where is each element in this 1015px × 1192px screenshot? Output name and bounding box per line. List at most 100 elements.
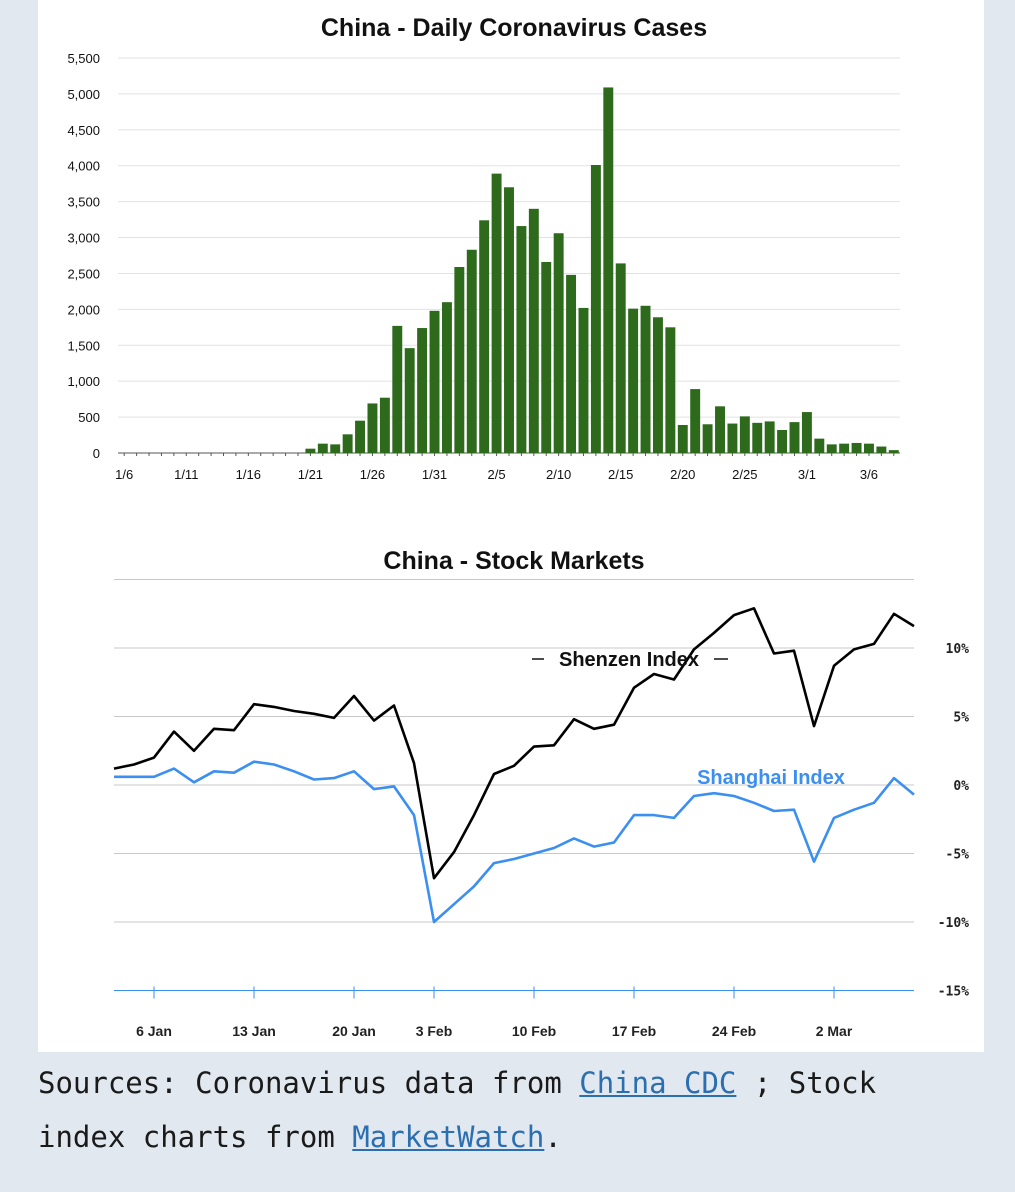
cases-bar	[789, 422, 800, 453]
cases-y-tick-label: 0	[93, 446, 100, 461]
cases-bar	[541, 261, 552, 453]
cases-bar	[553, 233, 564, 453]
cases-bar	[826, 444, 837, 453]
cases-y-tick-label: 3,500	[67, 195, 100, 210]
cases-bar	[417, 328, 428, 453]
cases-bar	[404, 348, 415, 453]
cases-y-tick-label: 1,000	[67, 374, 100, 389]
cases-x-tick-label: 3/6	[860, 467, 878, 482]
cases-y-tick-label: 2,000	[67, 302, 100, 317]
cases-bar-chart: China - Daily Coronavirus Cases 5,500 5,0…	[67, 14, 900, 482]
cases-bar	[652, 317, 663, 453]
cases-x-tick-label: 1/21	[298, 467, 323, 482]
cases-x-tick-label: 1/26	[360, 467, 385, 482]
cases-bar	[317, 443, 328, 453]
stock-x-tick-label: 13 Jan	[232, 1023, 276, 1039]
cases-bar	[764, 421, 775, 453]
marketwatch-link[interactable]: MarketWatch	[352, 1120, 545, 1154]
cases-bar	[379, 397, 390, 453]
stock-x-tick-label: 17 Feb	[612, 1023, 656, 1039]
caption-suffix: .	[544, 1120, 562, 1154]
shenzhen-index-label: Shenzen Index	[559, 649, 699, 671]
stock-y-tick-label: 0%	[953, 779, 969, 794]
cases-bar	[801, 412, 812, 453]
stock-y-tick-label: 10%	[946, 642, 970, 657]
cases-x-tick-label: 2/20	[670, 467, 695, 482]
stock-y-tick-label: 5%	[953, 711, 969, 726]
figure-panel: China - Daily Coronavirus Cases 5,500 5,0…	[38, 0, 984, 1052]
cases-bar	[615, 263, 626, 453]
cases-bar	[305, 448, 316, 453]
cases-bar	[752, 422, 763, 453]
cases-bar	[814, 438, 825, 453]
cases-y-tick-label: 4,500	[67, 123, 100, 138]
cases-bar	[516, 226, 527, 453]
cases-y-tick-label: 3,000	[67, 231, 100, 246]
caption-middle: ; Stock index charts from	[38, 1066, 877, 1154]
caption-prefix: Sources: Coronavirus data from	[38, 1066, 580, 1100]
cases-bar	[727, 423, 738, 453]
cases-bar	[888, 450, 899, 453]
cases-chart-title: China - Daily Coronavirus Cases	[321, 14, 707, 42]
cases-bar	[454, 266, 465, 453]
cases-y-tick-label: 2,500	[67, 266, 100, 281]
cases-bar	[578, 307, 589, 453]
cases-bar	[690, 389, 701, 453]
cases-bar	[342, 434, 353, 453]
stock-y-tick-label: -10%	[938, 916, 969, 931]
cases-bar	[777, 430, 788, 453]
cases-bar	[851, 442, 862, 453]
cases-bar	[603, 87, 614, 453]
stock-x-tick-label: 24 Feb	[712, 1023, 756, 1039]
cases-x-tick-label: 1/6	[115, 467, 133, 482]
cases-bar	[864, 443, 874, 453]
cases-bar	[715, 406, 725, 453]
stock-x-tick-label: 6 Jan	[136, 1023, 172, 1039]
shenzhen-index-line	[113, 606, 915, 880]
cases-bar	[466, 249, 477, 453]
cases-y-tick-label: 5,500	[67, 51, 100, 66]
stock-x-tick-label: 20 Jan	[332, 1023, 376, 1039]
cases-bar	[739, 416, 750, 453]
cases-x-tick-label: 2/15	[608, 467, 633, 482]
stock-y-tick-label: -15%	[938, 985, 969, 1000]
cases-bar	[355, 420, 366, 453]
stock-y-tick-label: -5%	[946, 848, 970, 863]
cases-bar	[330, 444, 341, 453]
cases-x-tick-label: 1/31	[422, 467, 447, 482]
cases-bar	[628, 308, 639, 453]
cases-bar	[528, 208, 539, 453]
shanghai-index-line	[114, 760, 915, 924]
cases-x-tick-label: 3/1	[798, 467, 816, 482]
cases-y-tick-label: 1,500	[67, 338, 100, 353]
cases-y-tick-label: 5,000	[67, 87, 100, 102]
cases-x-tick-label: 2/5	[488, 467, 506, 482]
stock-x-tick-label: 2 Mar	[816, 1023, 853, 1039]
cases-bar	[665, 327, 676, 453]
cases-bar	[566, 274, 577, 453]
cases-x-tick-label: 2/10	[546, 467, 571, 482]
cases-bar	[429, 310, 440, 453]
cases-bar	[839, 443, 850, 453]
cases-bar	[876, 446, 887, 453]
cases-bar	[590, 165, 601, 453]
cases-bar	[367, 403, 378, 453]
stock-line-chart: China - Stock Markets 10% 5% 0% -5% -10% -15%…	[113, 547, 970, 1039]
cases-bar	[479, 220, 490, 453]
stock-x-tick-label: 3 Feb	[416, 1023, 453, 1039]
cases-x-tick-label: 2/25	[732, 467, 757, 482]
cases-bar	[702, 424, 713, 453]
cases-x-tick-label: 1/11	[174, 467, 198, 482]
cases-x-tick-label: 1/16	[236, 467, 261, 482]
cases-bar	[504, 187, 514, 454]
cases-bar	[640, 305, 651, 453]
china-cdc-link[interactable]: China CDC	[579, 1066, 737, 1100]
cases-bar	[441, 302, 452, 453]
stock-chart-title: China - Stock Markets	[383, 547, 644, 575]
cases-bar	[491, 173, 502, 454]
cases-y-tick-label: 500	[78, 410, 100, 425]
cases-bar	[392, 325, 403, 453]
shanghai-index-label: Shanghai Index	[697, 767, 845, 789]
cases-y-tick-label: 4,000	[67, 159, 100, 174]
sources-caption: Sources: Coronavirus data from China CDC…	[38, 1056, 978, 1164]
